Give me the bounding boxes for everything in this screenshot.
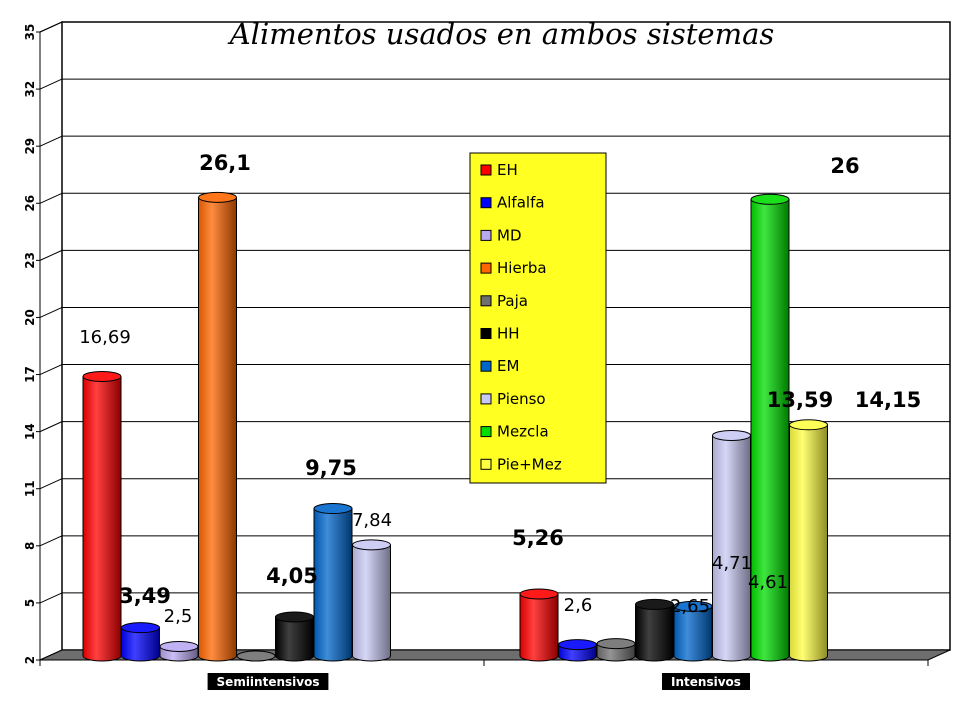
data-label: 4,61 <box>748 572 788 593</box>
bar-pienso <box>712 429 751 662</box>
category-label-box <box>207 673 329 690</box>
legend-swatch <box>480 360 492 372</box>
legend-label: Alfalfa <box>497 194 545 212</box>
bar-em <box>313 503 353 662</box>
legend-item: MD <box>480 226 522 244</box>
legend-box <box>469 152 607 484</box>
legend-item: EH <box>480 161 518 179</box>
legend-label: MD <box>497 226 522 244</box>
legend-item: Paja <box>480 292 528 310</box>
data-label: 14,15 <box>855 388 921 412</box>
legend-label: EM <box>497 357 519 375</box>
category-label: Intensivos <box>671 675 741 689</box>
bar-pienso <box>352 539 391 662</box>
bar-em <box>673 600 713 662</box>
bar-alfalfa <box>558 639 597 662</box>
bars <box>82 191 828 662</box>
y-tick-label: 8 <box>23 542 37 550</box>
legend-swatch <box>480 262 492 274</box>
gridline-side <box>39 306 63 318</box>
legend-item: Mezcla <box>480 423 549 441</box>
bar-paja <box>596 638 636 662</box>
gridline-side <box>39 78 63 90</box>
gridline-side <box>39 135 63 147</box>
legend-swatch <box>480 458 492 470</box>
y-tick-label: 23 <box>23 252 37 269</box>
data-labels: 16,69 3,492,5 26,1 4,05 9,75 7,84 5,26 2,6 2,65 4… <box>79 151 921 627</box>
legend-item: Pie+Mez <box>480 455 562 473</box>
legend-swatch <box>480 164 492 176</box>
y-tick-label: 2 <box>23 656 37 664</box>
bar-eh <box>519 588 559 662</box>
gridline-side <box>39 478 63 490</box>
legend-item: HH <box>480 325 520 343</box>
bar-paja <box>236 650 276 662</box>
data-label: 13,59 <box>767 388 833 412</box>
data-label: 5,26 <box>512 526 564 550</box>
bar-hh <box>275 611 314 662</box>
legend-swatch <box>480 393 492 405</box>
legend-item: Pienso <box>480 390 546 408</box>
data-label: 2,5 <box>164 606 193 627</box>
y-tick-label: 17 <box>23 366 37 383</box>
y-tick-label: 32 <box>23 81 37 98</box>
bar-pie-mez <box>789 419 828 662</box>
legend-label: EH <box>497 161 518 179</box>
bar-hierba <box>198 191 237 662</box>
legend-item: Hierba <box>480 259 547 277</box>
gridline-side <box>39 364 63 376</box>
y-tick-label: 5 <box>23 599 37 607</box>
bar-mezcla <box>750 193 790 662</box>
legend-swatch <box>480 295 492 307</box>
legend-swatch <box>480 229 492 241</box>
legend-swatch <box>480 328 492 339</box>
data-label: 9,75 <box>305 456 357 480</box>
gridline-side <box>39 421 63 433</box>
legend-label: HH <box>497 325 520 343</box>
gridline-side <box>39 592 63 604</box>
gridline-side <box>39 192 63 204</box>
data-label: 4,05 <box>266 564 318 588</box>
legend-label: Mezcla <box>497 423 549 441</box>
legend-label: Pie+Mez <box>497 455 562 473</box>
data-label: 7,84 <box>352 510 392 531</box>
data-label: 16,69 <box>79 327 131 348</box>
category-label-box <box>662 673 750 690</box>
legend-label: Paja <box>497 292 528 310</box>
bar-hh <box>635 598 674 662</box>
bar-md <box>159 640 199 662</box>
data-label: 26,1 <box>199 151 251 175</box>
bar-eh <box>82 370 122 662</box>
y-tick-label: 11 <box>23 480 37 497</box>
y-tick-label: 35 <box>23 24 37 41</box>
legend-item: EM <box>480 357 519 375</box>
y-tick-label: 29 <box>23 138 37 155</box>
data-label: 2,65 <box>670 596 710 617</box>
legend-item: Alfalfa <box>480 194 545 212</box>
y-tick-label: 26 <box>23 195 37 212</box>
data-label: 3,49 <box>119 584 171 608</box>
side-wall <box>39 21 63 661</box>
legend-swatch <box>480 426 492 438</box>
legend: EH Alfalfa MD Hierba Paja HH EM Pienso Mezcla Pie… <box>469 152 607 484</box>
gridline-side <box>39 21 63 33</box>
legend-label: Pienso <box>497 390 546 408</box>
gridline-side <box>39 249 63 261</box>
bar-alfalfa <box>121 622 160 662</box>
category-label: Semiintensivos <box>217 675 320 689</box>
chart-title: Alimentos usados en ambos sistemas <box>227 17 775 51</box>
legend-swatch <box>480 197 492 209</box>
y-tick-label: 20 <box>23 309 37 326</box>
data-label: 26 <box>830 154 859 178</box>
y-tick-label: 14 <box>23 423 37 440</box>
data-label: 4,71 <box>712 553 752 574</box>
x-axis: Semiintensivos Intensivos <box>39 659 929 690</box>
legend-label: Hierba <box>497 259 547 277</box>
y-axis: 2 5 8 11 14 17 20 23 26 29 32 35 <box>23 24 41 664</box>
data-label: 2,6 <box>564 595 593 616</box>
gridline-side <box>39 535 63 547</box>
